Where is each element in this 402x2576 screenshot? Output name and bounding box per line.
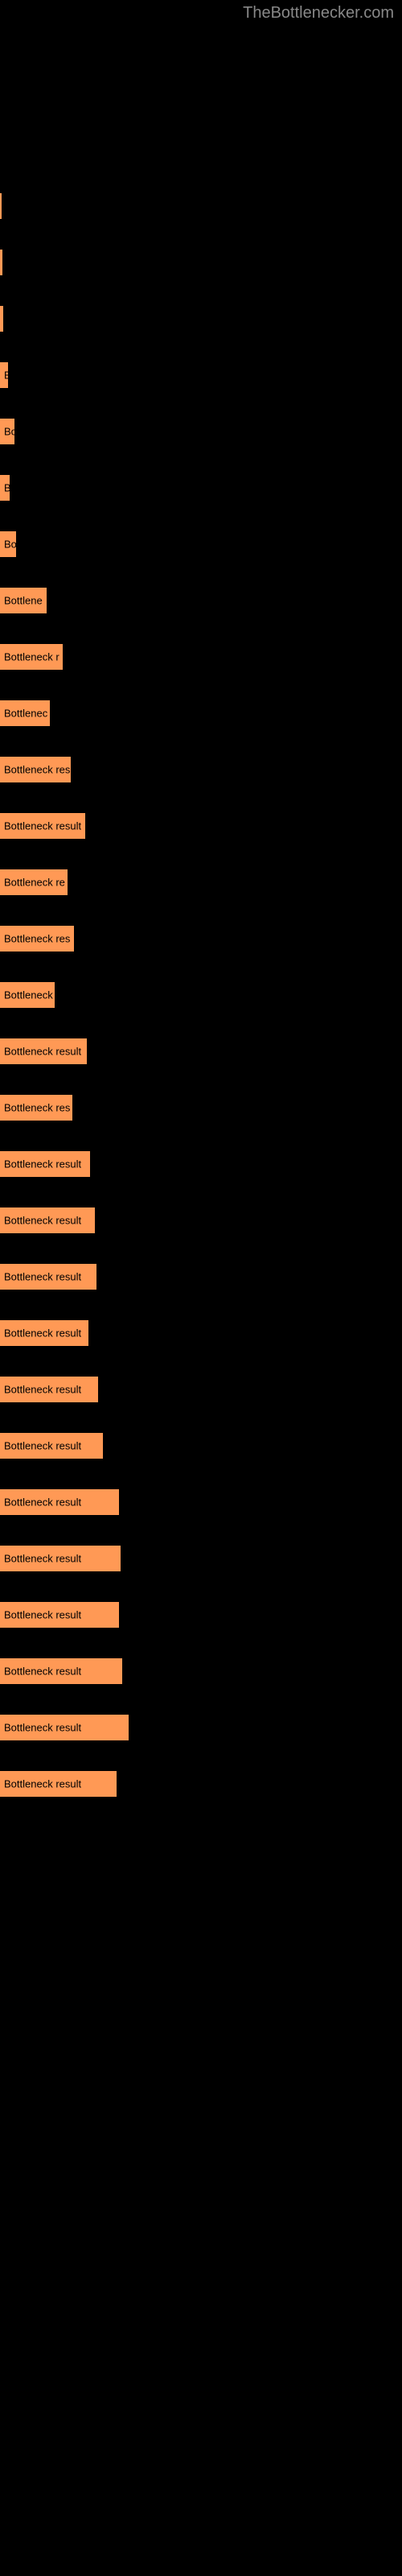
bar: Bottlene <box>0 588 47 613</box>
bar: Bottleneck result <box>0 1602 119 1628</box>
bar <box>0 250 2 275</box>
bar-label: Bottleneck <box>4 989 53 1001</box>
watermark-text: TheBottlenecker.com <box>243 4 394 23</box>
bar: Bottleneck result <box>0 1320 88 1346</box>
bar-group: Bottleneck result <box>0 1433 402 1459</box>
bar-label: Bottleneck result <box>4 1384 81 1396</box>
bar-label: Bo <box>4 539 17 551</box>
bar-group: Bottleneck res <box>0 926 402 952</box>
bar-group <box>0 250 402 275</box>
bar-label: Bottleneck result <box>4 1271 81 1283</box>
bar-label: B <box>4 482 11 494</box>
bar-group: Bottleneck result <box>0 1377 402 1402</box>
bar-label: Bottleneck result <box>4 1046 81 1058</box>
bar-group: Bottleneck result <box>0 1038 402 1064</box>
bar-group: Bottleneck result <box>0 1151 402 1177</box>
bar-label: Bottleneck result <box>4 1666 81 1678</box>
bar: Bottlenec <box>0 700 50 726</box>
bar-label: Bottleneck res <box>4 1102 70 1114</box>
bar: Bottleneck res <box>0 757 71 782</box>
bar-label: Bottleneck result <box>4 1215 81 1227</box>
bar: Bo <box>0 419 14 444</box>
bar-group <box>0 193 402 219</box>
bar-group <box>0 306 402 332</box>
bar-group: Bottleneck result <box>0 1602 402 1628</box>
bar-group: Bottleneck re <box>0 869 402 895</box>
bar: Bottleneck result <box>0 1151 90 1177</box>
bar-group: Bottleneck <box>0 982 402 1008</box>
bar-group: Bottleneck result <box>0 1658 402 1684</box>
bar: B <box>0 475 10 501</box>
bar-group: B <box>0 362 402 388</box>
bar-label: Bottleneck result <box>4 1496 81 1509</box>
bar: Bottleneck result <box>0 1771 117 1797</box>
bar-label: Bottleneck result <box>4 1440 81 1452</box>
bar-group: Bottleneck res <box>0 1095 402 1121</box>
bar-label: Bottleneck result <box>4 820 81 832</box>
bar-group: Bottlene <box>0 588 402 613</box>
bar-chart: B Bo B Bo Bottlene Bottleneck r Bottlenec Bottl… <box>0 0 402 1860</box>
bar-group: Bo <box>0 419 402 444</box>
bar-group: Bottleneck result <box>0 813 402 839</box>
bar-group: Bottleneck result <box>0 1320 402 1346</box>
bar <box>0 306 3 332</box>
bar: Bottleneck result <box>0 1715 129 1740</box>
bar-group: Bottleneck result <box>0 1715 402 1740</box>
bar-label: B <box>4 369 11 382</box>
bar: Bottleneck result <box>0 1377 98 1402</box>
bar-group: Bottleneck result <box>0 1489 402 1515</box>
bar-label: Bottleneck result <box>4 1158 81 1170</box>
bar: B <box>0 362 8 388</box>
bar: Bottleneck result <box>0 1208 95 1233</box>
bar-label: Bottleneck result <box>4 1778 81 1790</box>
bar: Bottleneck r <box>0 644 63 670</box>
bar-label: Bottleneck result <box>4 1327 81 1340</box>
bar-label: Bottlene <box>4 595 43 607</box>
bar-group: Bottlenec <box>0 700 402 726</box>
bar: Bottleneck <box>0 982 55 1008</box>
bar-group: Bottleneck result <box>0 1208 402 1233</box>
bar: Bottleneck result <box>0 1038 87 1064</box>
bar-label: Bottleneck result <box>4 1609 81 1621</box>
bar: Bottleneck res <box>0 1095 72 1121</box>
bar-group: Bottleneck res <box>0 757 402 782</box>
bar: Bo <box>0 531 16 557</box>
bar-label: Bottleneck result <box>4 1722 81 1734</box>
bar-label: Bottleneck res <box>4 933 70 945</box>
bar: Bottleneck result <box>0 1489 119 1515</box>
bar: Bottleneck result <box>0 1546 121 1571</box>
bar-group: Bottleneck result <box>0 1771 402 1797</box>
bar-label: Bottleneck re <box>4 877 65 889</box>
bar: Bottleneck result <box>0 1433 103 1459</box>
bar-label: Bottleneck res <box>4 764 70 776</box>
bar-group: Bottleneck r <box>0 644 402 670</box>
bar-group: Bottleneck result <box>0 1546 402 1571</box>
bar: Bottleneck result <box>0 1658 122 1684</box>
bar: Bottleneck re <box>0 869 68 895</box>
bar-group: Bottleneck result <box>0 1264 402 1290</box>
bar-group: B <box>0 475 402 501</box>
bar: Bottleneck result <box>0 813 85 839</box>
bar-label: Bottleneck result <box>4 1553 81 1565</box>
bar: Bottleneck result <box>0 1264 96 1290</box>
bar: Bottleneck res <box>0 926 74 952</box>
bar-label: Bottleneck r <box>4 651 59 663</box>
bar-group: Bo <box>0 531 402 557</box>
bar-label: Bottlenec <box>4 708 47 720</box>
bar-label: Bo <box>4 426 17 438</box>
bar <box>0 193 2 219</box>
